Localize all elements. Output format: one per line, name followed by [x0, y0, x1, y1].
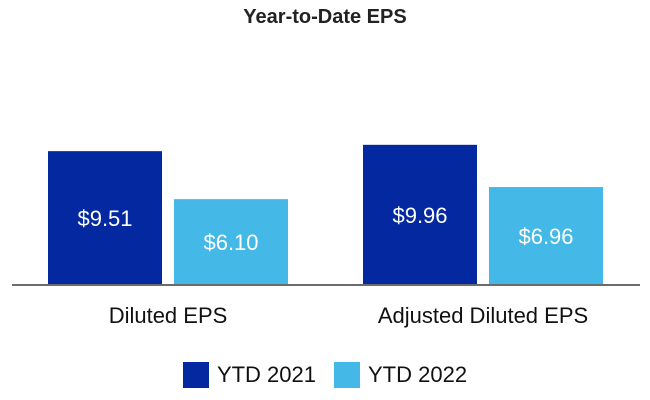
data-label-2-series-1: $9.96	[392, 203, 447, 228]
legend-label-series-2: YTD 2022	[368, 362, 468, 387]
legend-swatch-series-2	[334, 362, 360, 388]
bar-2-series-1	[363, 144, 477, 285]
legend: YTD 2021 YTD 2022	[0, 362, 650, 388]
data-label-1-series-1: $9.51	[77, 206, 132, 231]
data-label-2-series-2: $6.96	[518, 224, 573, 249]
legend-swatch-series-1	[182, 362, 209, 388]
legend-item-series-1: YTD 2021	[182, 362, 316, 388]
legend-item-series-2: YTD 2022	[334, 362, 467, 388]
data-label-1-series-2: $6.10	[203, 230, 258, 255]
bar-1-series-1	[48, 151, 162, 285]
bar-1-series-2	[174, 199, 288, 285]
category-label-2: Adjusted Diluted EPS	[378, 303, 588, 328]
chart-title: Year-to-Date EPS	[243, 6, 407, 28]
category-label-1: Diluted EPS	[109, 303, 228, 328]
legend-label-series-1: YTD 2021	[216, 362, 316, 387]
bar-2-series-2	[489, 187, 603, 285]
